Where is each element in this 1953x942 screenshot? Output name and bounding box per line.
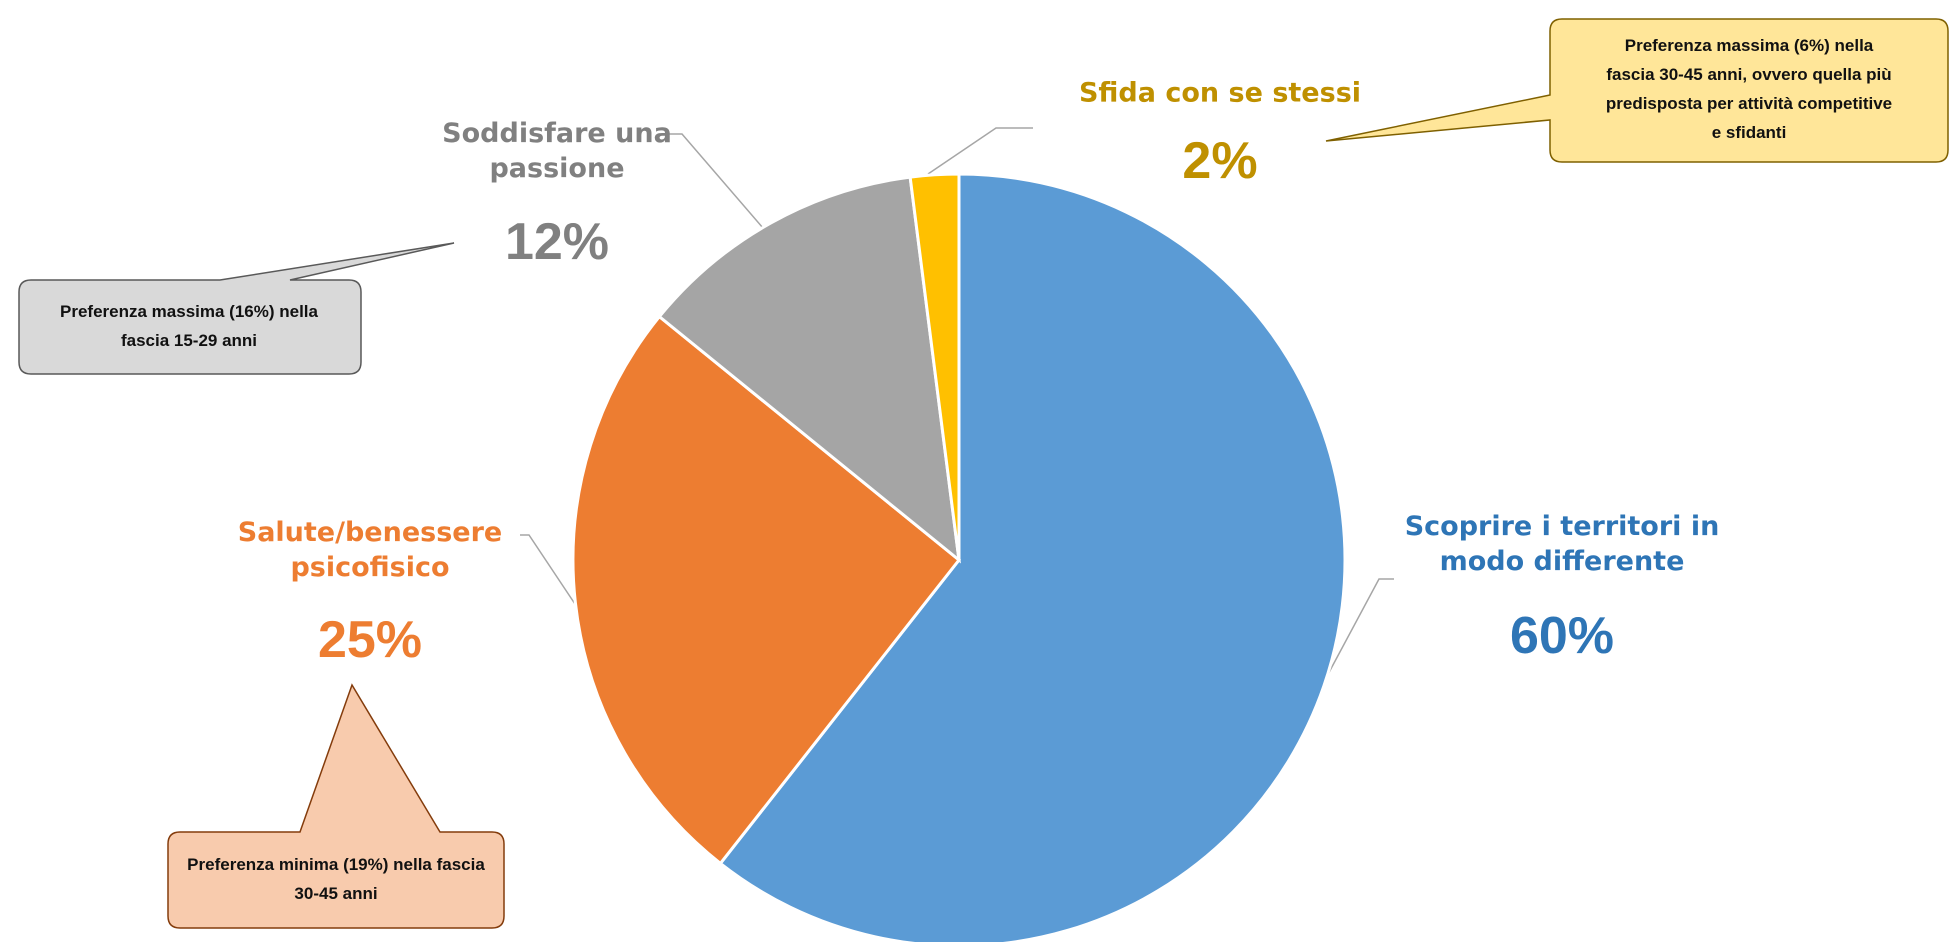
callout-box: [1325, 18, 1949, 163]
leader-line: [520, 534, 580, 611]
value-label: 25%: [317, 611, 423, 670]
leader-lines: [520, 127, 1394, 679]
callout-box: [167, 683, 505, 929]
category-label: Scoprire i territori in modo differente: [1404, 510, 1720, 577]
pie-slice: [571, 314, 962, 866]
pie-slice: [657, 175, 961, 564]
category-label: Salute/benessere psicofisico: [237, 516, 503, 583]
pie-slice: [908, 172, 961, 561]
value-label: 60%: [1509, 607, 1615, 666]
annotation: Preferenza massima (6%) nella fascia 30-…: [1605, 36, 1893, 142]
pie-slice: [718, 172, 1347, 942]
value-label: 2%: [1182, 132, 1258, 191]
value-label: 12%: [504, 213, 610, 272]
callout-box: [18, 242, 455, 375]
category-label: Sfida con se stessi: [1078, 77, 1362, 109]
annotation: Preferenza massima (16%) nella fascia 15…: [60, 302, 318, 350]
annotation: Preferenza minima (19%) nella fascia 30-…: [187, 855, 485, 903]
leader-line: [927, 127, 1033, 175]
leader-line: [1325, 578, 1394, 679]
leader-line: [666, 133, 764, 229]
category-label: Soddisfare una passione: [442, 117, 672, 184]
